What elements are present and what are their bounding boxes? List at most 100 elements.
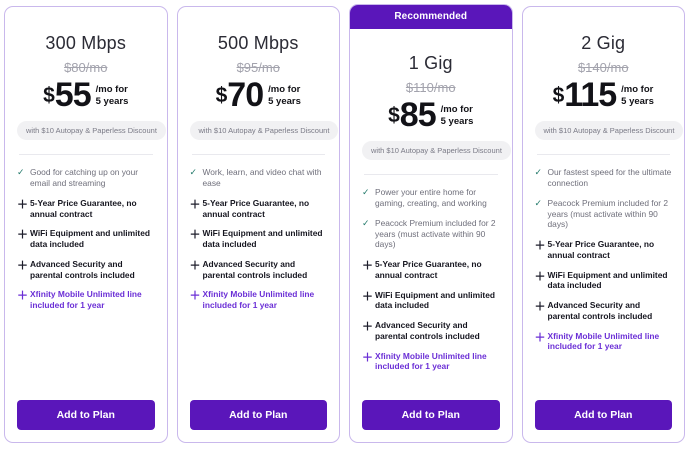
original-price: $80/mo [64, 60, 108, 75]
cta-container: Add to Plan [350, 400, 512, 442]
price-term-line1: /mo for [95, 84, 128, 95]
feature-text: Advanced Security and parental controls … [547, 300, 653, 321]
feature-item: ＋ WiFi Equipment and unlimited data inclu… [190, 228, 328, 250]
plus-icon: ＋ [17, 290, 28, 303]
feature-item: ＋ WiFi Equipment and unlimited data inclu… [362, 290, 500, 312]
original-price: $110/mo [405, 80, 456, 95]
recommended-badge: Recommended [350, 5, 512, 29]
plus-icon: ＋ [189, 290, 201, 303]
plus-icon: ＋ [362, 290, 373, 303]
divider [364, 174, 498, 176]
feature-text: Peacock Premium included for 2 years (mu… [375, 217, 496, 250]
feature-item: ✓ Peacock Premium included for 2 years (m… [535, 198, 673, 230]
feature-item: ✓ Good for catching up on your email and … [17, 167, 155, 189]
divider [191, 154, 325, 156]
feature-text: 5-Year Price Guarantee, no annual contra… [30, 197, 137, 219]
feature-item: ＋ 5-Year Price Guarantee, no annual contr… [190, 198, 328, 220]
cta-container: Add to Plan [523, 400, 685, 442]
price-term-line1: /mo for [268, 84, 301, 95]
check-icon: ✓ [362, 217, 370, 228]
plan-speed-title: 1 Gig [408, 53, 453, 73]
plus-icon: ＋ [189, 229, 201, 242]
plan-card: 300 Mbps $80/mo $55/mo for 5 years with $10 … [4, 6, 168, 443]
plus-icon: ＋ [362, 321, 373, 334]
divider [536, 154, 670, 156]
price-term-line2: 5 years [268, 95, 301, 107]
plus-icon: ＋ [362, 260, 373, 273]
plan-card-body: 300 Mbps $80/mo $55/mo for 5 years with $10 … [5, 7, 167, 392]
price-term: /mo for 5 years [268, 84, 301, 108]
feature-list: ✓ Work, learn, and video chat with ease ＋ 5… [190, 167, 328, 392]
plus-icon: ＋ [189, 198, 201, 211]
feature-list: ✓ Power your entire home for gaming, crea… [362, 187, 500, 392]
plus-icon: ＋ [189, 259, 201, 272]
add-to-plan-button[interactable]: Add to Plan [362, 400, 500, 430]
feature-text: 5-Year Price Guarantee, no annual contra… [547, 239, 655, 260]
feature-text: Our fastest speed for the ultimate conne… [547, 167, 672, 189]
plan-card-body: 1 Gig $110/mo $85/mo for 5 years with $10 Au… [350, 29, 512, 392]
currency-symbol: $ [43, 84, 55, 107]
add-to-plan-button[interactable]: Add to Plan [189, 400, 327, 430]
plan-speed-title: 500 Mbps [217, 33, 299, 53]
currency-symbol: $ [552, 84, 565, 107]
price-line: $85/mo for 5 years [362, 96, 500, 134]
price-line: $70/mo for 5 years [190, 78, 328, 112]
price-amount: 85 [399, 96, 437, 134]
discount-pill: with $10 Autopay & Paperless Discount [189, 121, 339, 141]
plan-card-body: 500 Mbps $95/mo $70/mo for 5 years with $10 … [178, 7, 340, 392]
feature-text: Xfinity Mobile Unlimited line included f… [202, 289, 315, 311]
feature-text: Peacock Premium included for 2 years (mu… [547, 197, 669, 230]
original-price: $95/mo [236, 60, 280, 75]
check-icon: ✓ [534, 197, 543, 208]
divider [19, 154, 153, 156]
feature-text: Good for catching up on your email and s… [30, 167, 139, 189]
price-line: $55/mo for 5 years [17, 76, 155, 114]
feature-text: WiFi Equipment and unlimited data includ… [375, 289, 495, 311]
cta-container: Add to Plan [5, 400, 167, 442]
add-to-plan-button[interactable]: Add to Plan [17, 400, 155, 430]
plus-icon: ＋ [17, 198, 28, 211]
feature-item: ＋ WiFi Equipment and unlimited data inclu… [17, 228, 155, 250]
currency-symbol: $ [215, 84, 228, 107]
price-amount: 115 [564, 76, 617, 114]
feature-text: Power your entire home for gaming, creat… [375, 187, 487, 209]
price-term-line2: 5 years [95, 95, 129, 107]
feature-item: ✓ Peacock Premium included for 2 years (m… [362, 218, 500, 250]
check-icon: ✓ [362, 187, 370, 198]
feature-item: ＋ Advanced Security and parental controls… [362, 320, 500, 342]
price-amount: 55 [54, 76, 92, 114]
feature-text: 5-Year Price Guarantee, no annual contra… [375, 259, 482, 280]
plan-card-body: 2 Gig $140/mo $115/mo for 5 years with $10 A… [523, 7, 685, 392]
cta-container: Add to Plan [178, 400, 340, 442]
feature-item: ＋ Advanced Security and parental controls… [17, 259, 155, 281]
plan-card: 2 Gig $140/mo $115/mo for 5 years with $10 A… [521, 6, 685, 443]
plus-icon: ＋ [534, 301, 546, 314]
discount-pill: with $10 Autopay & Paperless Discount [534, 121, 684, 141]
plus-icon: ＋ [362, 351, 373, 364]
check-icon: ✓ [189, 167, 198, 178]
price-term: /mo for 5 years [621, 84, 654, 108]
feature-item: ＋ Xfinity Mobile Unlimited line included … [17, 289, 155, 311]
price-term: /mo for 5 years [96, 84, 129, 108]
feature-item: ＋ Xfinity Mobile Unlimited line included … [362, 351, 500, 373]
feature-text: Xfinity Mobile Unlimited line included f… [547, 330, 660, 352]
feature-text: WiFi Equipment and unlimited data includ… [547, 269, 668, 291]
plan-card: 500 Mbps $95/mo $70/mo for 5 years with $10 … [176, 6, 340, 443]
feature-item: ✓ Work, learn, and video chat with ease [190, 167, 328, 189]
plus-icon: ＋ [17, 229, 28, 242]
feature-text: Advanced Security and parental controls … [375, 320, 480, 341]
original-price: $140/mo [577, 60, 629, 75]
plan-speed-title: 2 Gig [581, 33, 626, 53]
feature-text: WiFi Equipment and unlimited data includ… [202, 228, 323, 250]
feature-item: ＋ 5-Year Price Guarantee, no annual contr… [535, 239, 673, 261]
feature-text: Work, learn, and video chat with ease [202, 167, 322, 189]
add-to-plan-button[interactable]: Add to Plan [534, 400, 672, 430]
discount-pill: with $10 Autopay & Paperless Discount [17, 121, 166, 141]
feature-list: ✓ Good for catching up on your email and … [17, 167, 155, 392]
plan-card: Recommended 1 Gig $110/mo $85/mo for 5 years… [349, 4, 513, 443]
plus-icon: ＋ [17, 259, 28, 272]
check-icon: ✓ [17, 167, 25, 178]
feature-text: Xfinity Mobile Unlimited line included f… [375, 350, 487, 372]
feature-item: ＋ Advanced Security and parental controls… [535, 300, 673, 322]
